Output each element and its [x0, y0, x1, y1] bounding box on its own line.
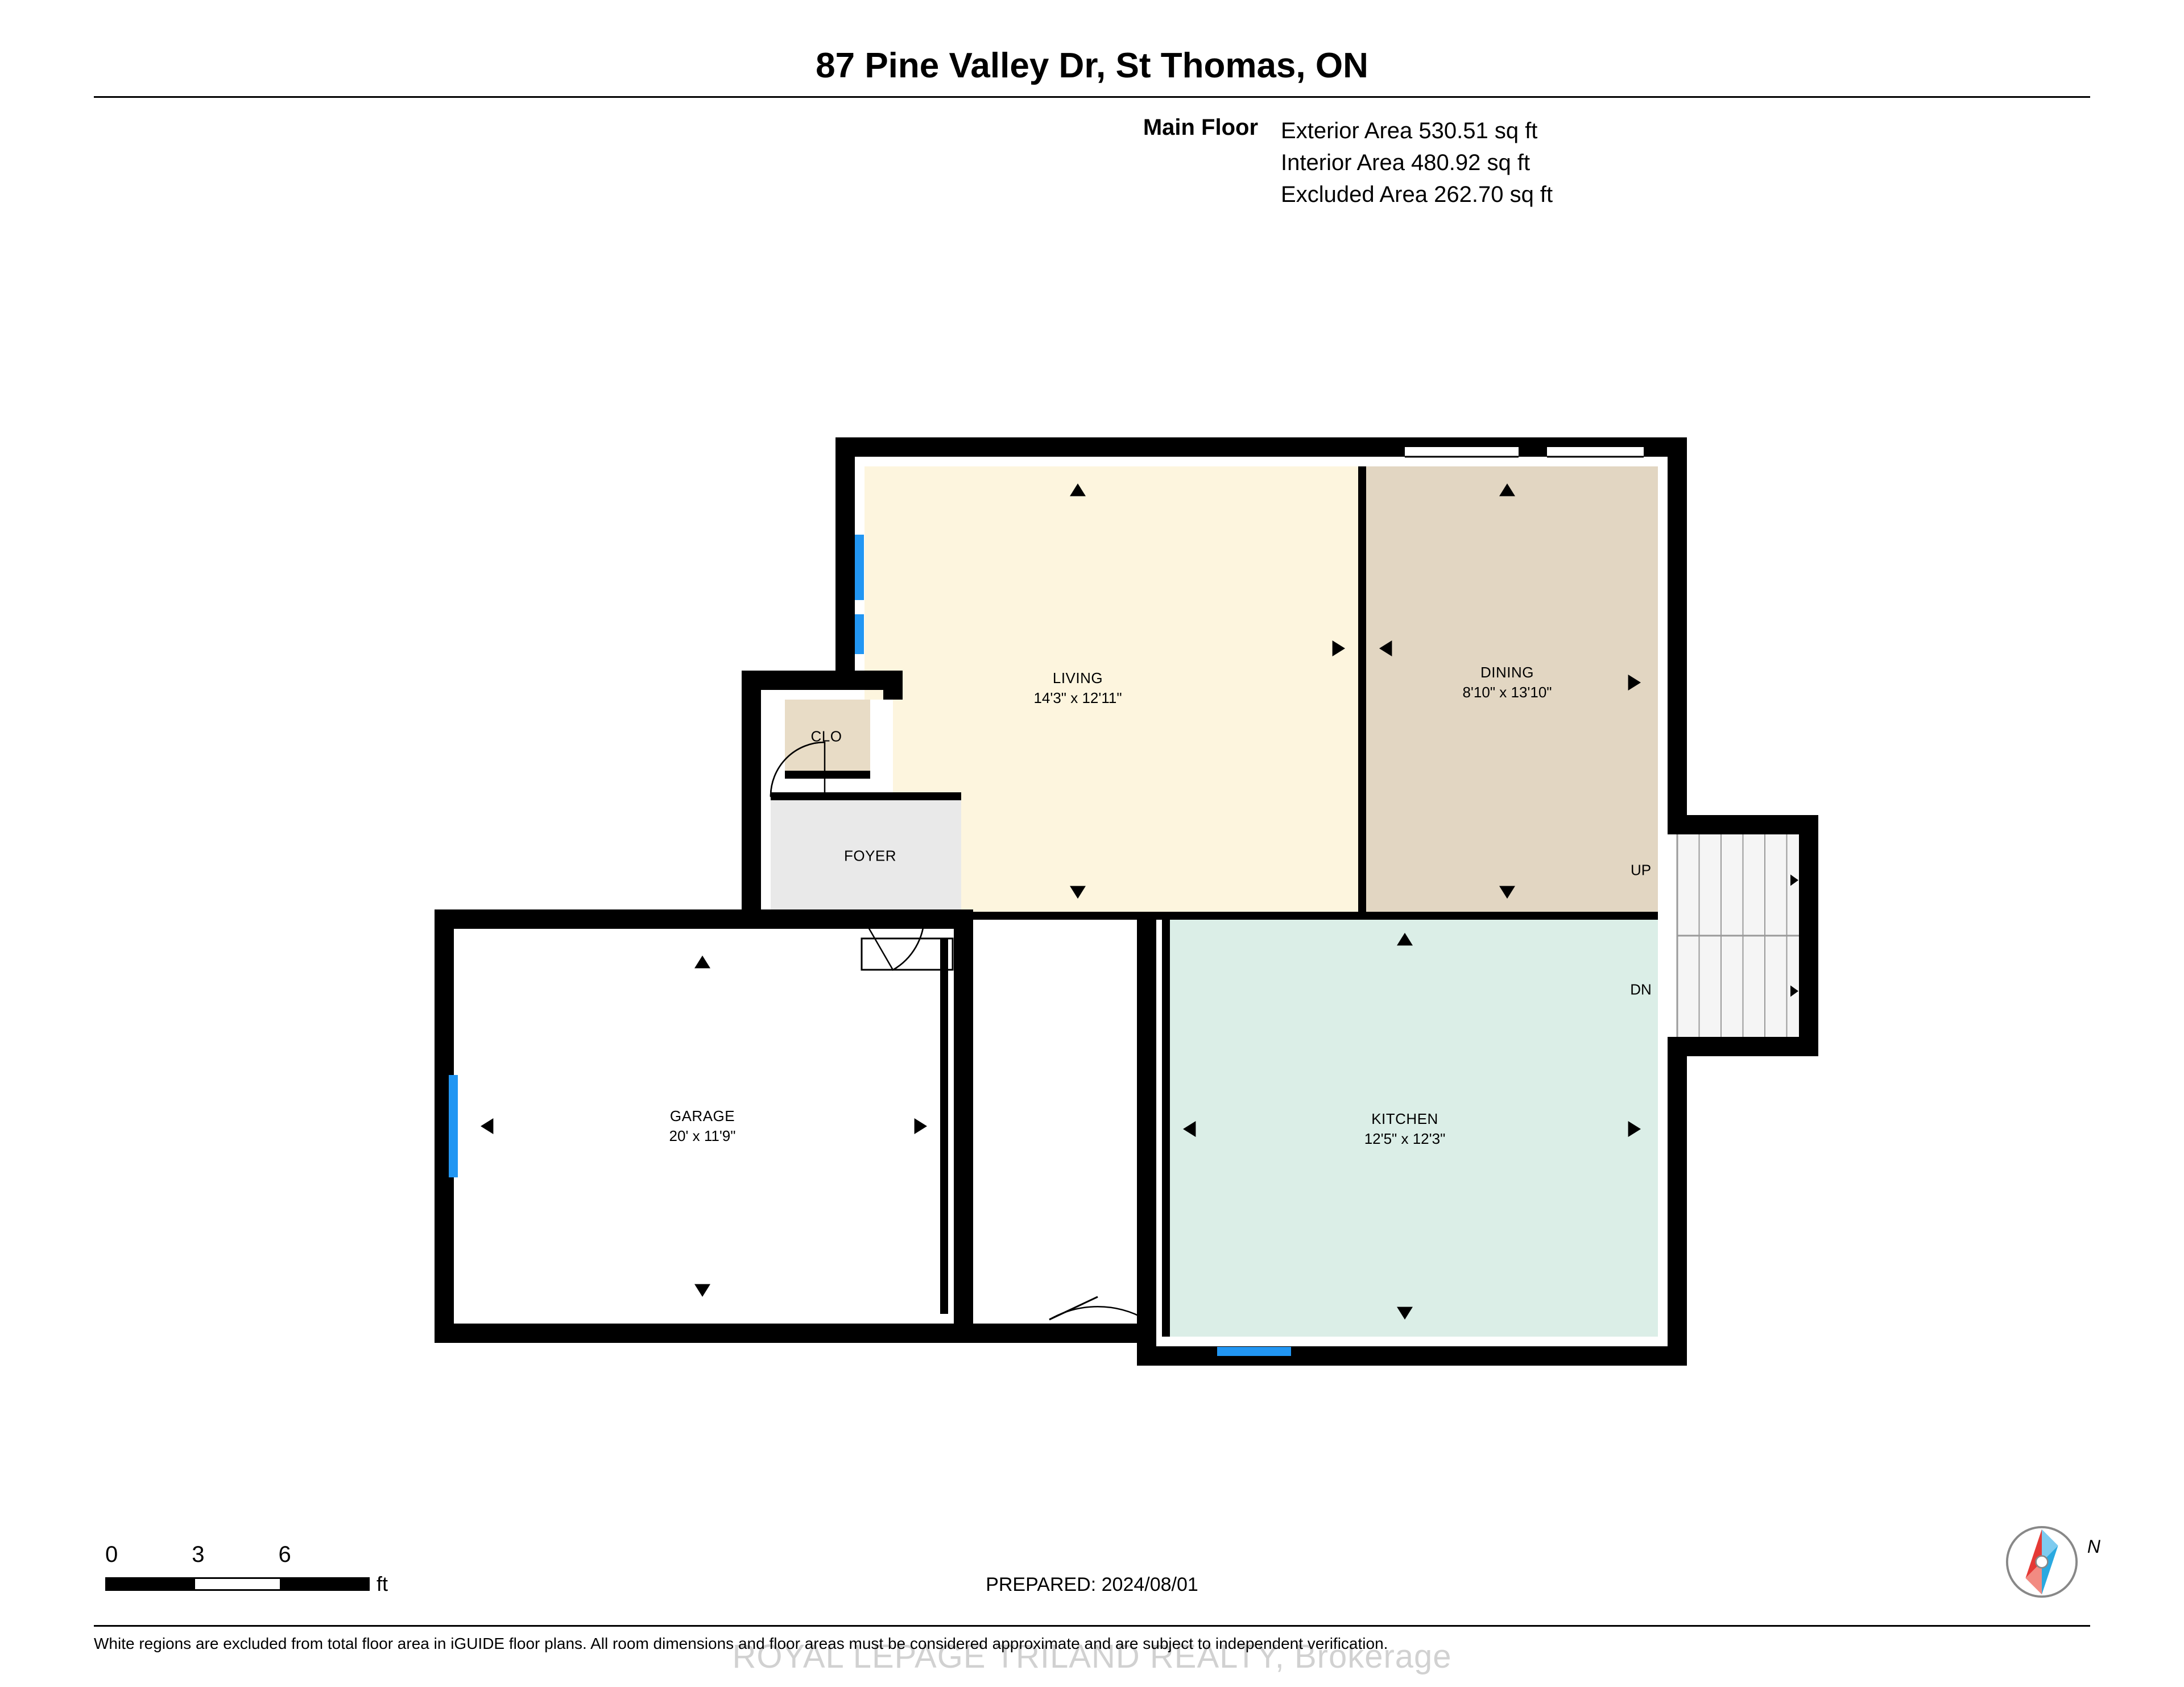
watermark-text: ROYAL LEPAGE TRILAND REALTY, Brokerage [732, 1638, 1451, 1676]
label-living: LIVING 14'3" x 12'11" [1033, 668, 1122, 708]
divider-top [94, 96, 2090, 98]
interior-area: Interior Area 480.92 sq ft [1281, 147, 1553, 179]
excluded-area: Excluded Area 262.70 sq ft [1281, 179, 1553, 210]
compass-icon: N [2005, 1525, 2079, 1602]
floor-label: Main Floor [1143, 115, 1258, 210]
scale-0: 0 [105, 1542, 118, 1568]
floorplan-page: 87 Pine Valley Dr, St Thomas, ON Main Fl… [94, 46, 2090, 1371]
footer: 0 3 6 ft PREPARED: 2024/08/01 N [94, 1551, 2090, 1596]
floorplan-canvas: LIVING 14'3" x 12'11" DINING 8'10" x 13'… [239, 233, 1945, 1371]
label-kitchen: KITCHEN 12'5" x 12'3" [1364, 1109, 1446, 1149]
scale-6: 6 [279, 1542, 291, 1568]
label-foyer: FOYER [844, 846, 896, 866]
label-dining: DINING 8'10" x 13'10" [1462, 663, 1552, 702]
divider-bottom [94, 1625, 2090, 1627]
scale-seg-3 [282, 1577, 370, 1591]
label-stairs-dn: DN [1630, 981, 1652, 999]
scale-seg-2 [193, 1577, 282, 1591]
scale-bar: 0 3 6 ft [105, 1542, 388, 1596]
scale-seg-1 [105, 1577, 193, 1591]
area-list: Exterior Area 530.51 sq ft Interior Area… [1281, 115, 1553, 210]
label-garage: GARAGE 20' x 11'9" [669, 1106, 736, 1146]
address-title: 87 Pine Valley Dr, St Thomas, ON [94, 46, 2090, 96]
area-summary: Main Floor Exterior Area 530.51 sq ft In… [606, 115, 2090, 210]
label-closet: CLO [811, 726, 842, 746]
scale-3: 3 [192, 1542, 204, 1568]
floorplan-svg [239, 233, 1945, 1371]
scale-unit: ft [377, 1572, 388, 1596]
label-stairs-up: UP [1631, 862, 1651, 879]
prepared-date: PREPARED: 2024/08/01 [94, 1574, 2090, 1596]
exterior-area: Exterior Area 530.51 sq ft [1281, 115, 1553, 147]
compass-n-label: N [2087, 1536, 2100, 1557]
